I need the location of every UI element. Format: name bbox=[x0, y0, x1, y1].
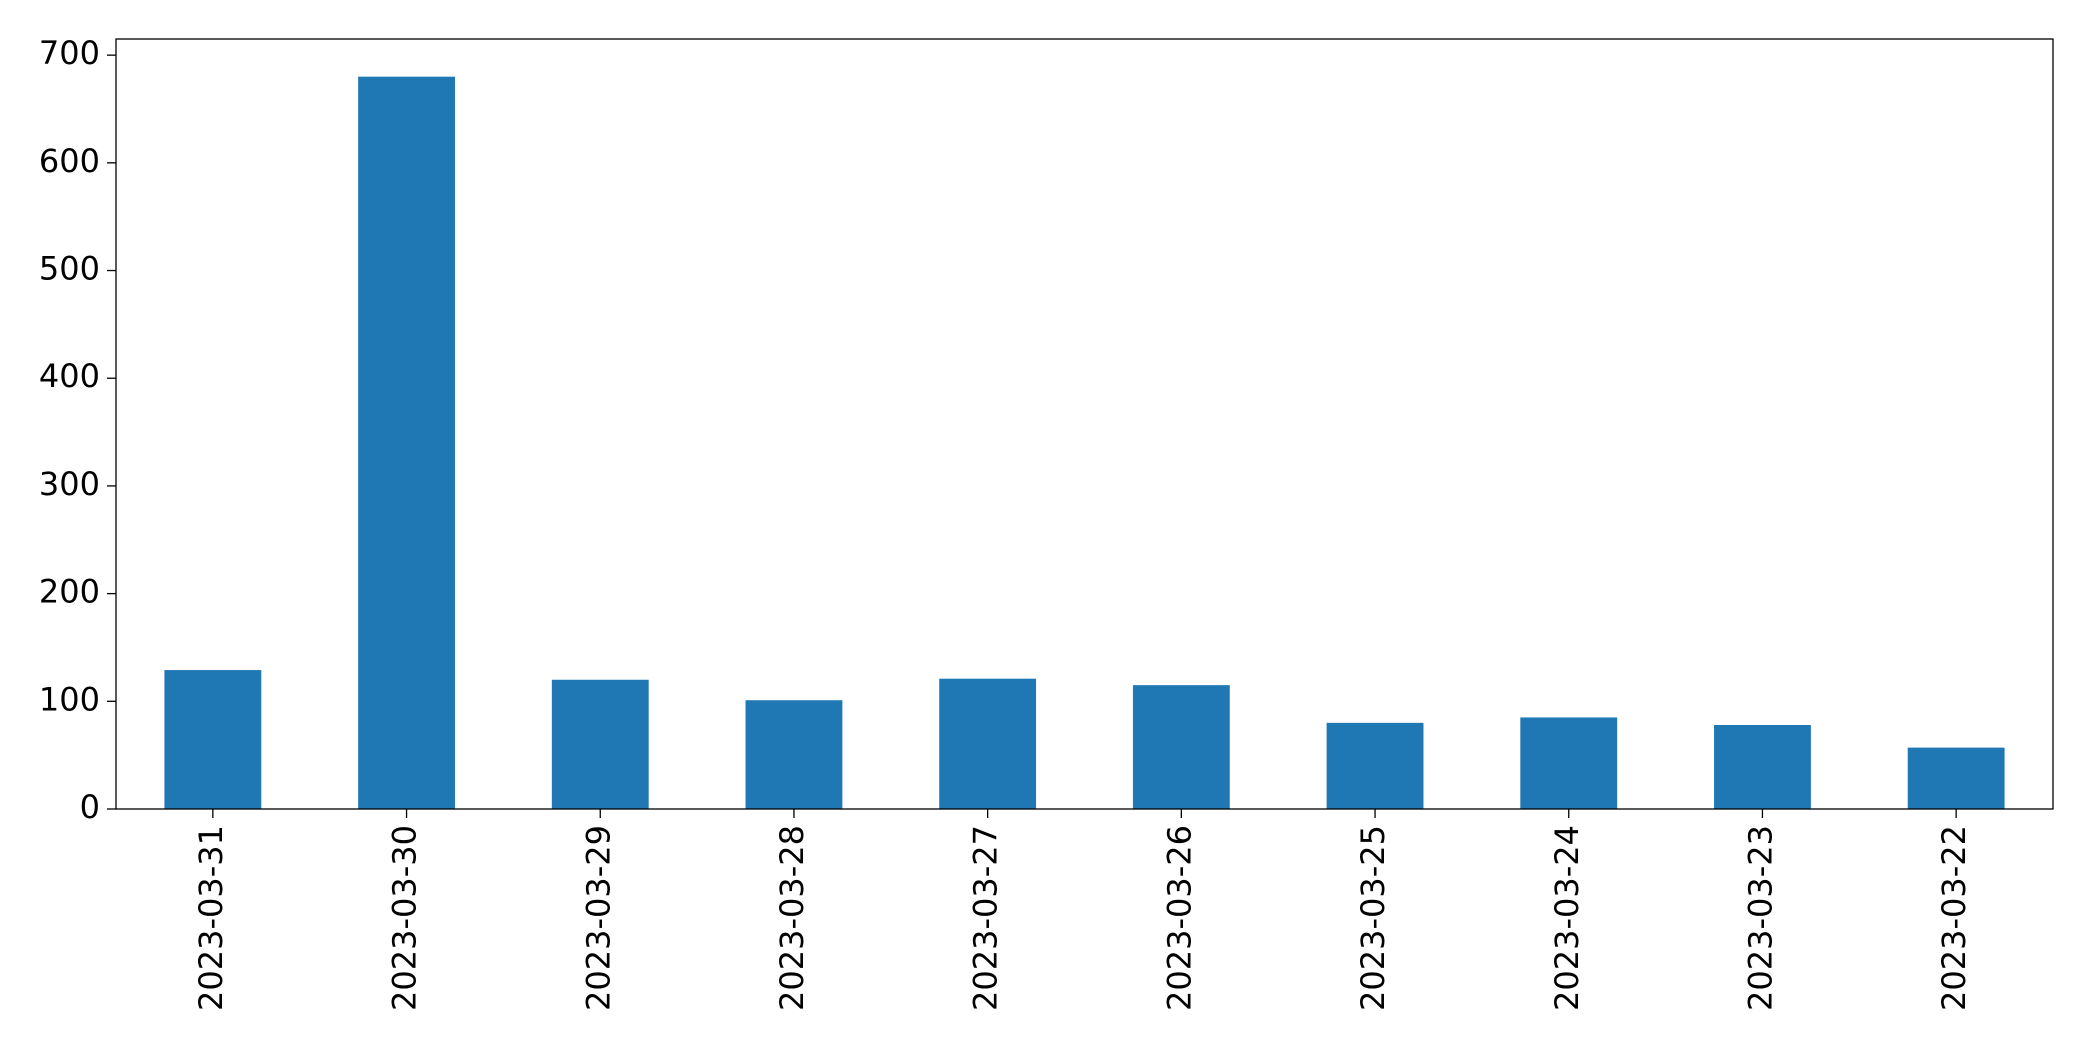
bar bbox=[1326, 722, 1424, 809]
y-tick-label: 200 bbox=[39, 573, 100, 611]
y-tick-label: 100 bbox=[39, 680, 100, 718]
y-tick-label: 400 bbox=[39, 357, 100, 395]
y-tick-label: 600 bbox=[39, 142, 100, 180]
bar bbox=[551, 679, 649, 809]
bar bbox=[1132, 685, 1230, 809]
x-tick-label: 2023-03-29 bbox=[579, 825, 617, 1011]
bar bbox=[1907, 747, 2005, 809]
y-tick-label: 500 bbox=[39, 250, 100, 288]
x-tick-label: 2023-03-31 bbox=[192, 825, 230, 1011]
x-tick-label: 2023-03-23 bbox=[1741, 825, 1779, 1011]
bar bbox=[1714, 725, 1811, 809]
y-tick-label: 300 bbox=[39, 465, 100, 503]
x-tick-label: 2023-03-26 bbox=[1160, 825, 1198, 1011]
x-tick-label: 2023-03-22 bbox=[1935, 825, 1973, 1011]
bar bbox=[1520, 717, 1618, 809]
x-tick-label: 2023-03-25 bbox=[1354, 825, 1392, 1011]
plot-frame bbox=[115, 38, 2054, 810]
bar bbox=[164, 670, 262, 809]
bar bbox=[745, 700, 843, 809]
x-tick-label: 2023-03-28 bbox=[773, 825, 811, 1011]
x-tick-label: 2023-03-27 bbox=[967, 825, 1005, 1011]
bar bbox=[358, 76, 455, 809]
x-tick-label: 2023-03-24 bbox=[1548, 825, 1586, 1011]
y-tick-label: 0 bbox=[80, 788, 100, 826]
y-tick-label: 700 bbox=[39, 34, 100, 72]
x-tick-label: 2023-03-30 bbox=[386, 825, 424, 1011]
bar bbox=[939, 678, 1037, 809]
